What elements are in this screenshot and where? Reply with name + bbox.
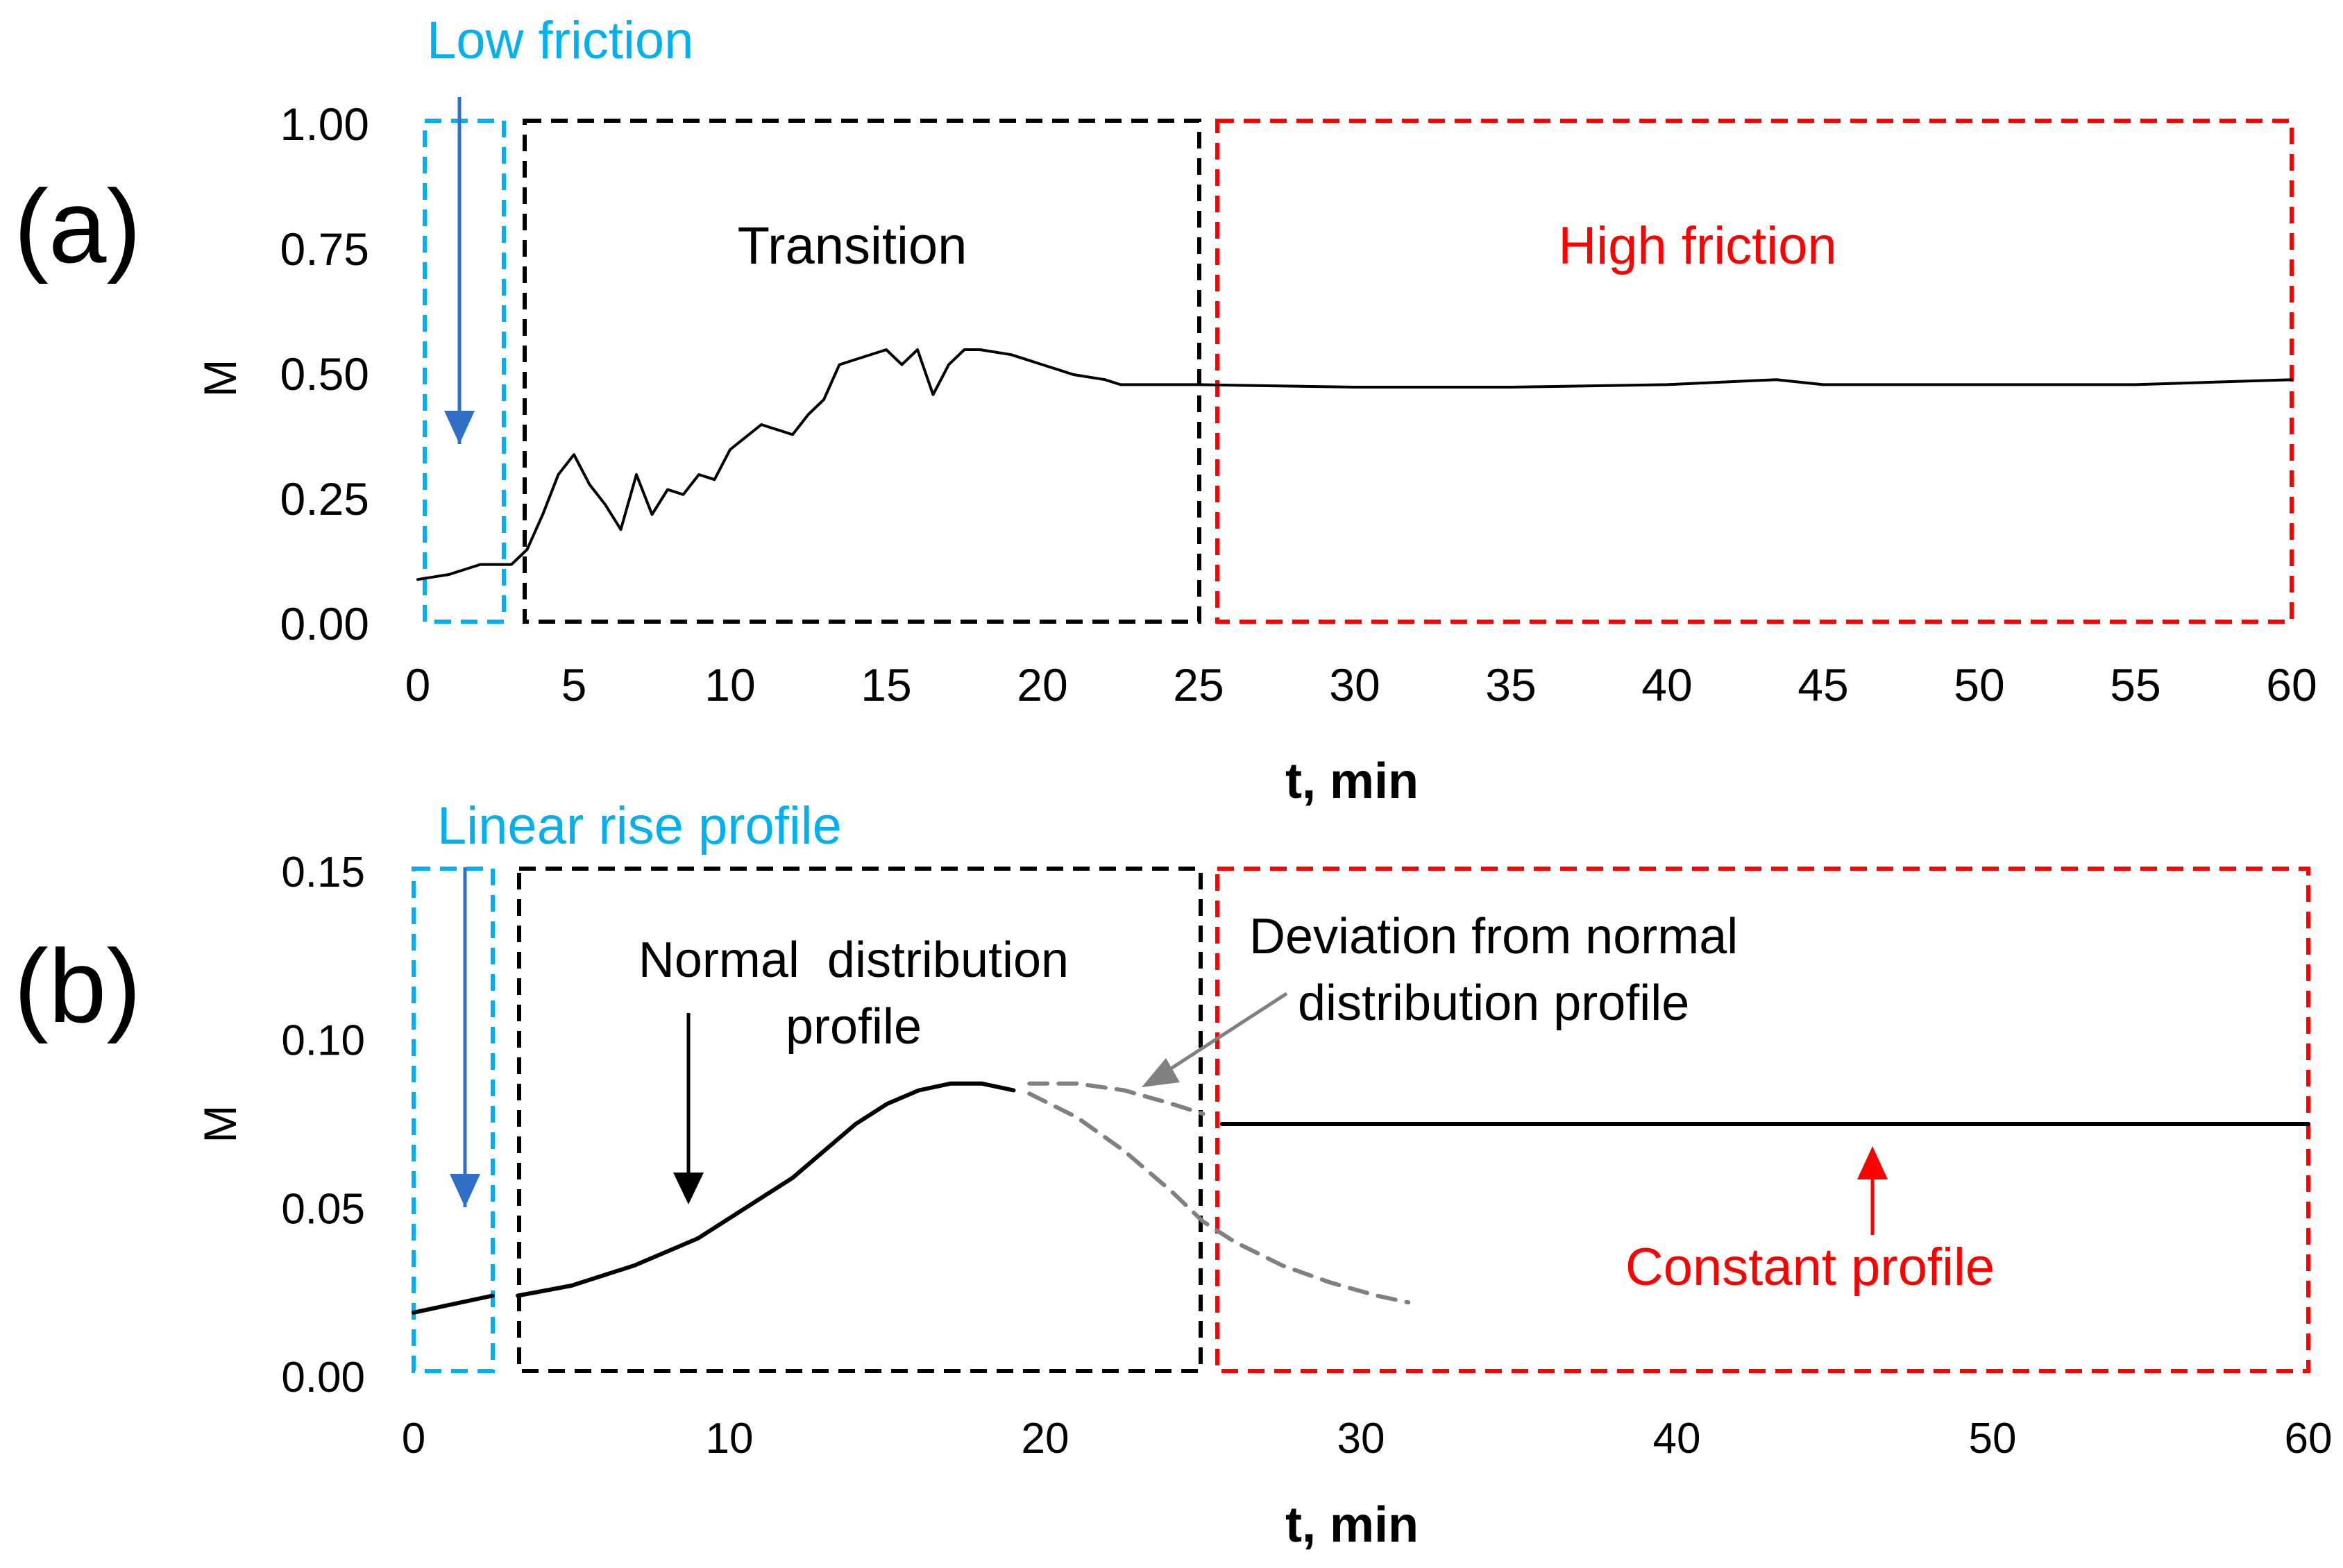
normal-distribution-label-line1: Normal distribution — [638, 932, 1069, 988]
panel-a-x-tick-label: 30 — [1329, 659, 1380, 710]
panel-a-ylabel: M — [194, 359, 246, 398]
panel-a-xlabel: t, min — [1285, 753, 1419, 809]
panel-b-series-line-segment — [412, 1293, 495, 1315]
low-friction-label: Low friction — [427, 11, 693, 70]
panel-a-y-tick-label: 0.50 — [280, 348, 369, 400]
normal-distribution-arrowhead — [673, 1173, 704, 1204]
normal-distribution-label-line2: profile — [786, 999, 922, 1055]
panel-a-x-tick-label: 45 — [1798, 659, 1848, 710]
panel-a-x-tick-label: 15 — [861, 659, 911, 710]
transition-region — [523, 119, 1201, 624]
panel-b: (b) Linear rise profile Normal distribut… — [14, 796, 2332, 1553]
panel-a-y-tick-label: 0.00 — [280, 598, 369, 649]
panel-b-x-tick-label: 60 — [2285, 1415, 2333, 1463]
panel-b-x-tick-label: 0 — [402, 1415, 425, 1463]
panel-a-series-line — [416, 348, 2293, 581]
panel-b-y-tick-label: 0.15 — [281, 849, 365, 896]
panel-b-x-tick-label: 30 — [1337, 1415, 1385, 1463]
panel-a-y-tick-label: 0.25 — [280, 473, 369, 525]
deviation-arrow — [1161, 991, 1288, 1076]
transition-label: Transition — [738, 216, 967, 275]
panel-a-regions — [423, 119, 2294, 624]
deviation-label-line1: Deviation from normal — [1249, 909, 1738, 964]
panel-b-series-line-segment — [516, 1081, 1016, 1298]
panel-b-plot — [412, 1081, 2310, 1315]
normal-distribution-region — [517, 867, 1203, 1373]
deviation-arrowhead — [1142, 1058, 1180, 1087]
linear-rise-label: Linear rise profile — [437, 796, 842, 855]
linear-rise-region — [412, 867, 495, 1373]
panel-b-x-tick-label: 20 — [1022, 1415, 1069, 1463]
panel-b-deviation-dashed-line — [1027, 1081, 1206, 1116]
panel-a-y-tick-label: 0.75 — [280, 223, 369, 275]
panel-a-label: (a) — [14, 168, 141, 284]
panel-b-ylabel: M — [194, 1105, 246, 1143]
linear-rise-arrowhead — [450, 1174, 480, 1207]
panel-a-x-tick-label: 20 — [1017, 659, 1067, 710]
panel-a-plot — [416, 348, 2293, 581]
panel-a-x-tick-label: 0 — [405, 659, 431, 710]
deviation-label-line2: distribution profile — [1298, 975, 1689, 1031]
panel-b-x-tick-label: 40 — [1653, 1415, 1701, 1463]
low-friction-arrowhead — [444, 411, 475, 444]
panel-a-y-tick-label: 1.00 — [280, 99, 369, 150]
panel-b-xlabel: t, min — [1285, 1497, 1419, 1553]
panel-b-regions — [412, 867, 2310, 1373]
panel-b-y-tick-label: 0.10 — [281, 1017, 365, 1065]
panel-a-x-tick-label: 25 — [1173, 659, 1224, 710]
panel-a-x-tick-label: 35 — [1485, 659, 1536, 710]
panel-b-label: (b) — [14, 928, 141, 1044]
panel-a-x-tick-label: 55 — [2110, 659, 2160, 710]
panel-a-x-tick-label: 50 — [1954, 659, 2004, 710]
high-friction-region — [1215, 119, 2294, 624]
panel-b-deviation-dashed-line — [1027, 1091, 1411, 1305]
panel-a-x-tick-label: 40 — [1641, 659, 1692, 710]
panel-a-x-tick-label: 10 — [704, 659, 755, 710]
panel-a-axes: 0 5 10 15 20 25 30 35 40 45 50 55 60 0.00 0.25 0.50 0.75… — [280, 99, 2317, 710]
panel-b-y-tick-label: 0.00 — [281, 1354, 365, 1401]
high-friction-label: High friction — [1558, 216, 1836, 275]
low-friction-region — [423, 119, 506, 624]
constant-region — [1215, 867, 2310, 1373]
panel-b-x-tick-label: 50 — [1969, 1415, 2017, 1463]
panel-a-x-tick-label: 60 — [2266, 659, 2317, 710]
panel-b-x-tick-label: 10 — [706, 1415, 754, 1463]
constant-profile-label: Constant profile — [1625, 1238, 1995, 1297]
panel-a: (a) Low friction Transition High frictio… — [14, 11, 2317, 809]
panel-b-axes: 0 10 20 30 40 50 60 0.00 0.05 0.10 0.15 — [281, 849, 2332, 1463]
panel-b-y-tick-label: 0.05 — [281, 1185, 365, 1233]
constant-profile-arrowhead — [1857, 1146, 1888, 1179]
panel-a-x-tick-label: 5 — [561, 659, 587, 710]
